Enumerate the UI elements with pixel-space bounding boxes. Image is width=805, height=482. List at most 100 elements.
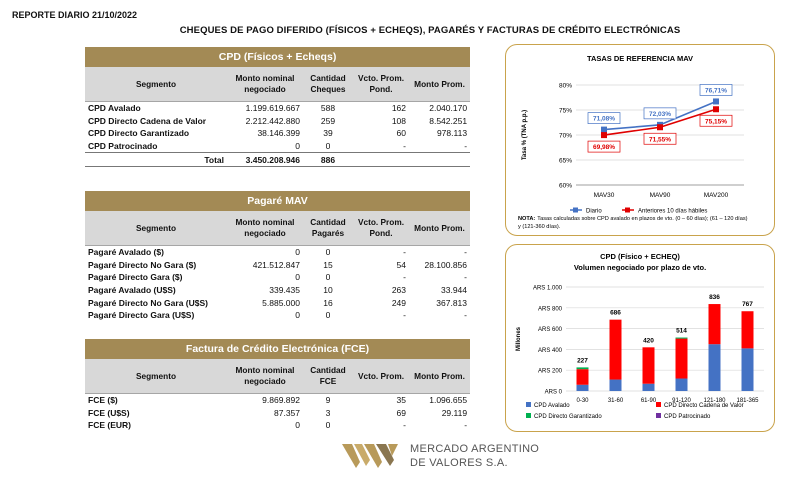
table-cell: 54 <box>396 259 406 270</box>
bar-segment-cpd-avalado <box>675 378 688 391</box>
table-cell: 367.813 <box>436 297 468 308</box>
x-tick-label: 181-365 <box>736 398 759 404</box>
y-tick-label: 80% <box>559 83 572 90</box>
y-tick-label: 75% <box>559 108 572 115</box>
page-title: CHEQUES DE PAGO DIFERIDO (FÍSICOS + ECHE… <box>179 25 681 36</box>
legend-label-anteriores: Anteriores 10 días hábiles <box>638 209 707 215</box>
legend-label-cpd-avalado: CPD Avalado <box>534 403 570 409</box>
table-cell: Pagaré Directo No Gara ($) <box>88 259 197 270</box>
x-tick-label: 91-120 <box>672 398 691 404</box>
y-axis-label: Millones <box>516 326 522 351</box>
table-cell: 0 <box>325 420 331 431</box>
legend-label-diario: Diario <box>586 209 602 215</box>
note-text: Tasas calculadas sobre CPD avalado en pl… <box>537 216 747 222</box>
note-prefix: NOTA: <box>518 216 535 222</box>
bar-segment-cpd-directo-cadena-de-valor <box>708 304 721 345</box>
chart-note: NOTA: Tasas calculadas sobre CPD avalado … <box>518 216 748 222</box>
table-cell: - <box>464 141 468 152</box>
volume-chart: CPD (Físico + ECHEQ) Volumen negociado po… <box>516 252 764 420</box>
table-cell: - <box>464 272 468 283</box>
legend-label-cpd-patrocinado: CPD Patrocinado <box>664 414 711 420</box>
pagare-col-header: Cantidad Pagarés <box>303 211 353 246</box>
y-tick-label: ARS 200 <box>538 369 563 375</box>
logo-line2: DE VALORES S.A. <box>410 457 508 469</box>
table-cell: FCE ($) <box>88 395 118 406</box>
table-cell: Pagaré Directo Gara (U$S) <box>88 310 195 321</box>
bar-segment-cpd-directo-cadena-de-valor <box>675 338 688 379</box>
fce-col-header: Segmento <box>85 359 227 394</box>
table-cell: CPD Directo Garantizado <box>88 128 190 139</box>
table-cell: 38.146.399 <box>257 128 300 139</box>
table-cell: 10 <box>323 285 333 296</box>
table-cell: 162 <box>391 103 406 114</box>
table-cell: CPD Avalado <box>88 103 141 114</box>
data-label-box <box>587 140 621 153</box>
y-axis-label: Tasa % (TNA p.p.) <box>522 110 528 160</box>
table-cell: Pagaré Avalado (U$S) <box>88 285 176 296</box>
table-cell: 8.542.251 <box>429 115 468 126</box>
total-cell: 886 <box>303 152 353 167</box>
table-cell: - <box>403 420 406 431</box>
bar-total-label: 420 <box>643 337 654 344</box>
table-cell: 978.113 <box>436 128 468 139</box>
rates-chart-title: TASAS DE REFERENCIA MAV <box>587 54 693 63</box>
legend-swatch-cpd-directo-garantizado <box>526 413 531 418</box>
table-cell: 0 <box>295 310 300 321</box>
data-label-box <box>699 114 733 127</box>
x-tick-label: MAV90 <box>650 192 671 199</box>
fce-section-title: Factura de Crédito Electrónica (FCE) <box>85 339 471 359</box>
legend-marker-anteriores <box>625 207 630 213</box>
pagare-table: Pagaré MAV Segmento Monto nominal negocia… <box>85 191 471 322</box>
bar-total-label: 686 <box>610 310 621 317</box>
x-tick-label: MAV30 <box>594 192 615 199</box>
table-cell: FCE (EUR) <box>88 420 131 431</box>
table-cell: 249 <box>391 297 406 308</box>
y-tick-label: ARS 600 <box>538 327 563 333</box>
table-cell: 87.357 <box>274 407 300 418</box>
bar-segment-cpd-directo-cadena-de-valor <box>642 347 655 384</box>
bar-segment-cpd-avalado <box>642 383 655 391</box>
table-row: CPD Directo Garantizado 38.146.399 39 60 978… <box>85 127 470 140</box>
logo-line1: MERCADO ARGENTINO <box>410 443 540 455</box>
bar-segment-cpd-avalado <box>609 379 622 391</box>
table-cell: 69 <box>396 407 406 418</box>
fce-col-header: Vcto. Prom. <box>353 359 409 394</box>
cpd-section-title: CPD (Físicos + Echeqs) <box>85 47 471 67</box>
total-cell <box>409 152 471 167</box>
table-cell: - <box>464 247 468 258</box>
bar-segment-cpd-directo-cadena-de-valor <box>576 369 589 385</box>
data-label-box <box>643 132 677 145</box>
table-cell: 0 <box>295 420 300 431</box>
cpd-col-header: Cantidad Cheques <box>303 67 353 102</box>
legend-swatch-cpd-directo-cadena-de-valor <box>656 402 661 407</box>
x-tick-label: 0-30 <box>576 398 589 404</box>
table-cell: 1.199.619.667 <box>245 103 300 114</box>
bar-segment-cpd-directo-garantizado <box>675 337 688 339</box>
data-label-box <box>699 84 733 96</box>
table-cell: CPD Directo Cadena de Valor <box>88 115 207 126</box>
data-label: 71,55% <box>649 136 671 143</box>
mav-logo-icon <box>342 444 398 468</box>
table-cell: 5.885.000 <box>262 297 300 308</box>
x-tick-label: 121-180 <box>703 398 726 404</box>
table-row: Pagaré Directo Gara ($) 0 0 - - <box>85 271 470 284</box>
data-point <box>713 98 719 105</box>
table-cell: 263 <box>391 285 406 296</box>
table-cell: - <box>403 272 406 283</box>
rates-chart: TASAS DE REFERENCIA MAV 60% 65% 70% 75% 80% MA… <box>518 54 748 230</box>
volume-chart-title: CPD (Físico + ECHEQ) <box>600 252 680 261</box>
table-cell: - <box>464 420 468 431</box>
table-cell: - <box>403 247 406 258</box>
legend-label-cpd-directo-garantizado: CPD Directo Garantizado <box>534 414 602 420</box>
bar-total-label: 767 <box>742 301 753 308</box>
bar-segment-cpd-avalado <box>741 348 754 391</box>
legend-marker-diario <box>573 207 578 213</box>
cpd-col-header: Vcto. Prom. Pond. <box>353 67 409 102</box>
x-tick-label: MAV200 <box>704 192 729 199</box>
cpd-table: CPD (Físicos + Echeqs) Segmento Monto nom… <box>85 47 471 167</box>
table-cell: 1.096.655 <box>429 395 468 406</box>
fce-col-header: Cantidad FCE <box>303 359 353 394</box>
y-tick-label: ARS 0 <box>545 390 563 396</box>
cpd-header-row: Segmento Monto nominal negociado Cantidad … <box>85 67 471 102</box>
mav-logo: MERCADO ARGENTINO DE VALORES S.A. <box>340 440 580 472</box>
